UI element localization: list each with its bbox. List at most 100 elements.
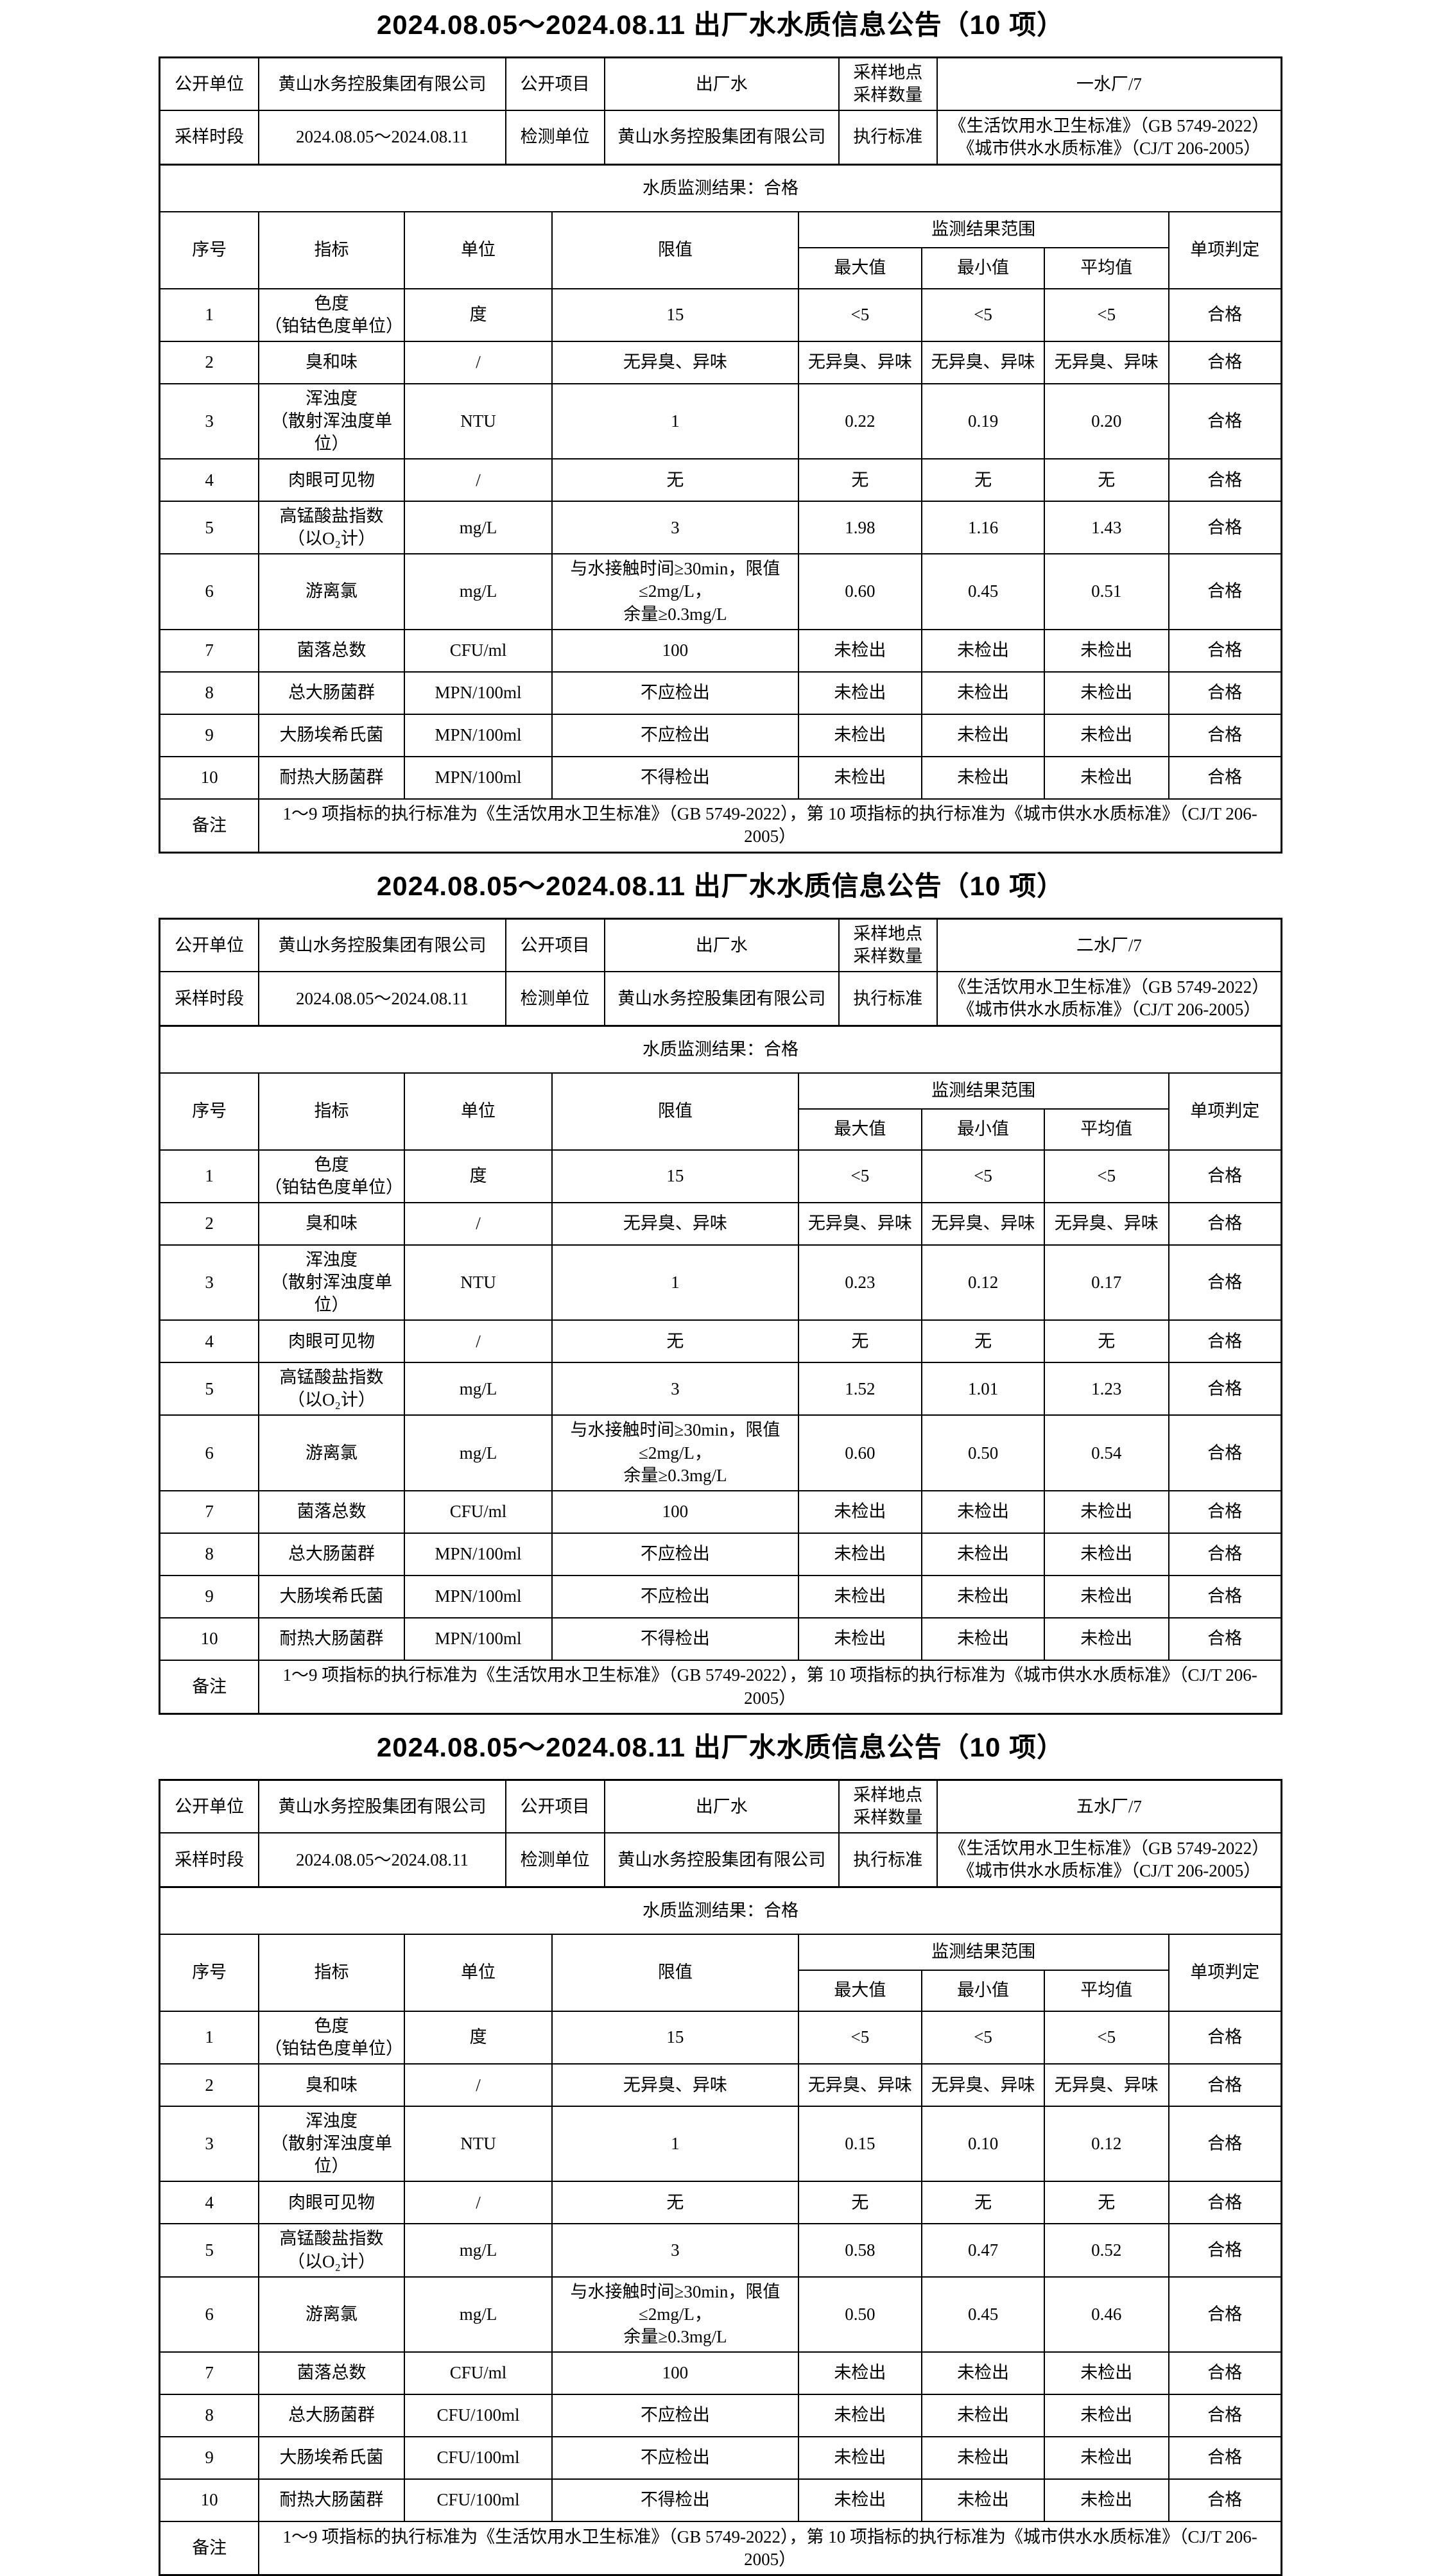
page-title: 2024.08.05～2024.08.11 出厂水水质信息公告（10 项） [376,10,1065,40]
row-limit: 与水接触时间≥30min，限值≤2mg/L， 余量≥0.3mg/L [551,2276,799,2353]
row-indicator: 色度 （铂钴色度单位） [258,288,405,342]
row-min: <5 [921,288,1045,342]
announcement-section-1: 2024.08.05～2024.08.11 出厂水水质信息公告（10 项） 公开… [0,10,1441,854]
row-unit: mg/L [403,553,553,630]
period-label: 采样时段 [159,971,260,1027]
table-row: 10 耐热大肠菌群 MPN/100ml 不得检出 未检出 未检出 未检出 合格 [159,755,1282,800]
row-unit: mg/L [403,501,553,555]
row-avg: 未检出 [1043,2435,1169,2480]
row-indicator: 高锰酸盐指数 （以O₂计） [258,501,405,555]
row-max: 未检出 [797,1617,923,1661]
row-indicator: 臭和味 [258,1202,405,1246]
sampling-label: 采样地点 采样数量 [838,56,938,112]
remark-text: 1～9 项指标的执行标准为《生活饮用水卫生标准》（GB 5749-2022），第… [258,2520,1282,2576]
sampling-value: 二水厂/7 [936,918,1282,973]
row-indicator: 总大肠菌群 [258,1532,405,1576]
monitor-result: 水质监测结果：合格 [159,165,1282,212]
row-unit: MPN/100ml [403,1574,553,1619]
standard-value: 《生活饮用水卫生标准》（GB 5749-2022） 《城市供水水质标准》（CJ/… [936,971,1282,1027]
row-unit: / [403,2063,553,2108]
row-indicator: 大肠埃希氏菌 [258,1574,405,1619]
period-label: 采样时段 [159,1832,260,1888]
row-max: 1.98 [797,501,923,555]
row-min: <5 [921,2010,1045,2065]
row-avg: 未检出 [1043,713,1169,757]
row-seq: 4 [159,458,260,502]
row-unit: / [403,2181,553,2225]
row-indicator: 浑浊度 （散射浑浊度单位） [258,2106,405,2183]
row-limit: 1 [551,1244,799,1321]
row-judge: 合格 [1168,1244,1282,1321]
info-table: 公开单位 黄山水务控股集团有限公司 公开项目 出厂水 采样地点 采样数量 一水厂… [159,56,1282,166]
row-seq: 1 [159,1149,260,1204]
row-max: 0.50 [797,2276,923,2353]
test-unit-value: 黄山水务控股集团有限公司 [603,971,840,1027]
row-max: 未检出 [797,2478,923,2522]
column-header-row: 序号 指标 单位 限值 监测结果范围 单项判定 [159,210,1282,289]
row-max: 0.58 [797,2223,923,2278]
row-judge: 合格 [1168,382,1282,460]
monitor-result: 水质监测结果：合格 [159,1887,1282,1935]
quality-table: 水质监测结果：合格 序号 指标 单位 限值 监测结果范围 单项判定 最大值 最小… [159,1026,1282,1715]
col-min: 最小值 [921,246,1045,289]
row-max: <5 [797,288,923,342]
row-avg: 0.54 [1043,1414,1169,1491]
info-row-1: 公开单位 黄山水务控股集团有限公司 公开项目 出厂水 采样地点 采样数量 一水厂… [159,56,1282,112]
row-max: 0.60 [797,553,923,630]
table-row: 3 浑浊度 （散射浑浊度单位） NTU 1 0.22 0.19 0.20 合格 [159,382,1282,460]
row-avg: 未检出 [1043,1574,1169,1619]
table-row: 1 色度 （铂钴色度单位）度 15 <5 <5 <5 合格 [159,288,1282,342]
row-judge: 合格 [1168,2351,1282,2395]
row-indicator: 臭和味 [258,340,405,384]
row-max: 未检出 [797,671,923,715]
row-judge: 合格 [1168,2106,1282,2183]
public-item-value: 出厂水 [603,56,840,112]
row-avg: 0.12 [1043,2106,1169,2183]
row-limit: 100 [551,2351,799,2395]
remark-row: 备注 1～9 项指标的执行标准为《生活饮用水卫生标准》（GB 5749-2022… [159,1659,1282,1715]
row-avg: 0.46 [1043,2276,1169,2353]
row-unit: MPN/100ml [403,671,553,715]
row-avg: 0.20 [1043,382,1169,460]
row-max: 无异臭、异味 [797,340,923,384]
row-judge: 合格 [1168,2276,1282,2353]
col-max: 最大值 [797,246,923,289]
table-row: 4 肉眼可见物 / 无无无无合格 [159,1319,1282,1364]
table-row: 9 大肠埃希氏菌 MPN/100ml 不应检出 未检出 未检出 未检出 合格 [159,713,1282,757]
row-judge: 合格 [1168,1617,1282,1661]
row-max: <5 [797,2010,923,2065]
test-unit-value: 黄山水务控股集团有限公司 [603,110,840,166]
row-avg: 未检出 [1043,2393,1169,2437]
row-min: 无异臭、异味 [921,1202,1045,1246]
table-row: 6 游离氯 mg/L 与水接触时间≥30min，限值≤2mg/L， 余量≥0.3mg/… [159,553,1282,630]
sampling-value: 一水厂/7 [936,56,1282,112]
row-judge: 合格 [1168,1149,1282,1204]
row-judge: 合格 [1168,458,1282,502]
col-range: 监测结果范围 [797,210,1169,248]
row-judge: 合格 [1168,1362,1282,1416]
public-item-value: 出厂水 [603,1779,840,1834]
table-row: 7 菌落总数 CFU/ml 100 未检出 未检出 未检出 合格 [159,628,1282,673]
row-seq: 10 [159,1617,260,1661]
row-min: 未检出 [921,1532,1045,1576]
row-judge: 合格 [1168,501,1282,555]
row-unit: / [403,1319,553,1364]
col-range: 监测结果范围 [797,1933,1169,1971]
sampling-value: 五水厂/7 [936,1779,1282,1834]
public-unit-label: 公开单位 [159,918,260,973]
remark-row: 备注 1～9 项指标的执行标准为《生活饮用水卫生标准》（GB 5749-2022… [159,798,1282,854]
row-avg: 无异臭、异味 [1043,1202,1169,1246]
row-limit: 不应检出 [551,2393,799,2437]
row-unit: CFU/ml [403,2351,553,2395]
remark-row: 备注 1～9 项指标的执行标准为《生活饮用水卫生标准》（GB 5749-2022… [159,2520,1282,2576]
row-max: 无异臭、异味 [797,2063,923,2108]
table-row: 4 肉眼可见物 / 无无无无合格 [159,2181,1282,2225]
table-row: 3 浑浊度 （散射浑浊度单位） NTU 1 0.23 0.12 0.17 合格 [159,1244,1282,1321]
row-unit: mg/L [403,2276,553,2353]
row-unit: mg/L [403,2223,553,2278]
row-seq: 3 [159,382,260,460]
row-limit: 不应检出 [551,671,799,715]
row-min: 0.47 [921,2223,1045,2278]
row-indicator: 总大肠菌群 [258,671,405,715]
remark-label: 备注 [159,798,260,854]
